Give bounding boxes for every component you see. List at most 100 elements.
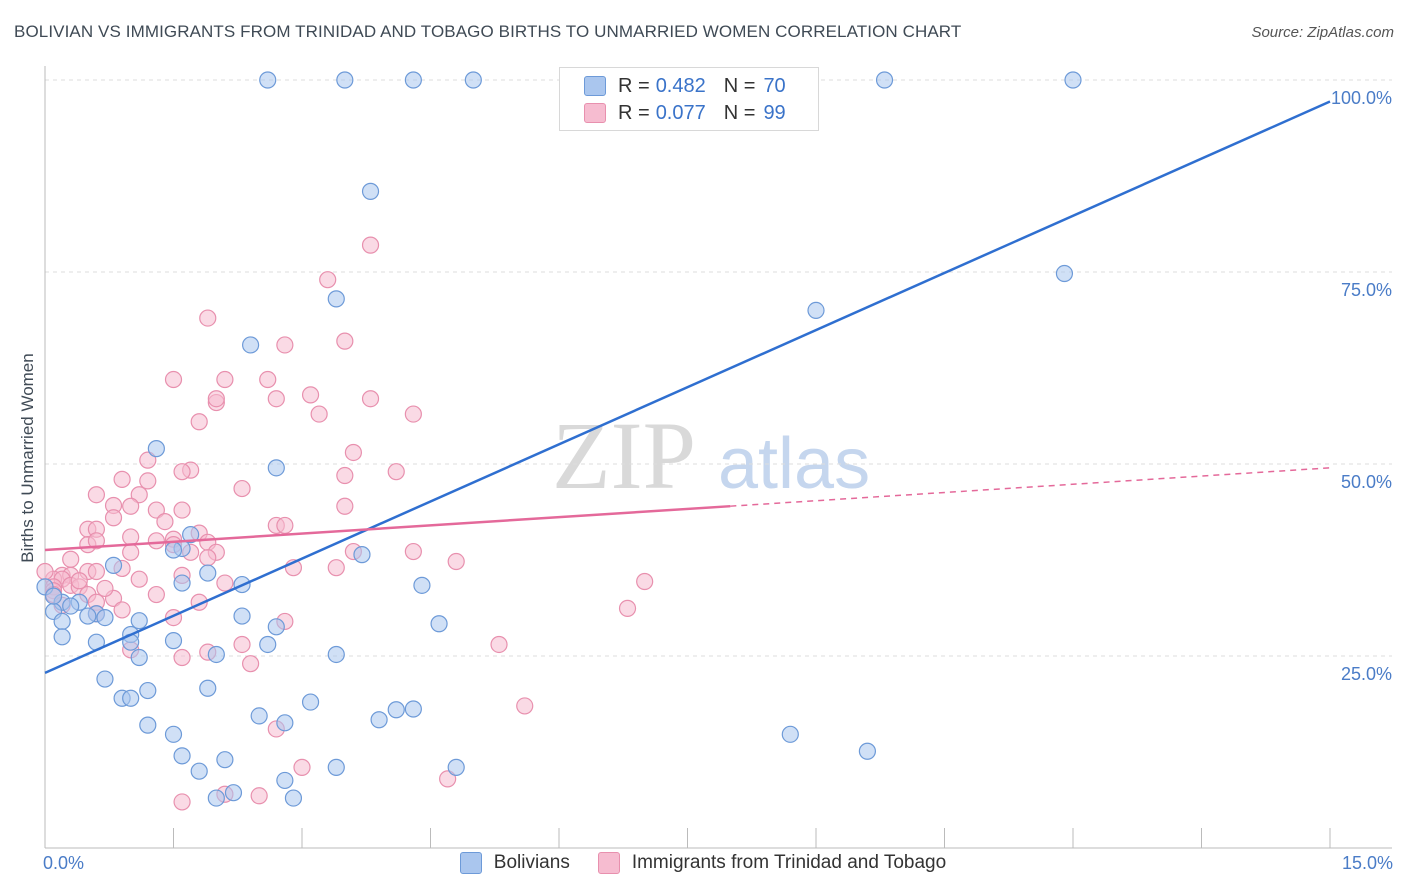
trinidad-point bbox=[327, 559, 345, 577]
bolivian-point bbox=[430, 615, 448, 633]
bolivian-point bbox=[413, 576, 431, 594]
bolivian-point bbox=[250, 707, 268, 725]
trinidad-point bbox=[276, 516, 294, 535]
tick-labels: 25.0% 50.0% 75.0% 100.0% 0.0% 15.0% bbox=[43, 88, 1393, 873]
legend-swatch-blue bbox=[584, 76, 606, 96]
legend-item-trinidad: Immigrants from Trinidad and Tobago bbox=[597, 852, 947, 874]
trinidad-point bbox=[190, 413, 208, 431]
legend-item-bolivians: Bolivians bbox=[459, 852, 570, 874]
trinidad-point bbox=[207, 390, 225, 408]
bolivian-point bbox=[353, 546, 371, 564]
trinidad-point bbox=[87, 532, 106, 550]
bolivian-point bbox=[336, 71, 354, 89]
bolivian-point bbox=[207, 645, 225, 664]
bolivian-point bbox=[199, 564, 217, 582]
trinidad-point bbox=[113, 601, 131, 619]
bolivian-point bbox=[44, 587, 63, 605]
bolivian-point bbox=[164, 541, 183, 559]
trinidad-point bbox=[199, 309, 217, 327]
trinidad-point bbox=[636, 572, 654, 591]
trinidad-point bbox=[216, 574, 234, 592]
trinidad-point bbox=[104, 509, 123, 527]
trinidad-point bbox=[164, 370, 183, 389]
bolivian-point bbox=[199, 679, 217, 697]
trinidad-points bbox=[36, 236, 654, 811]
bolivian-point bbox=[207, 789, 225, 807]
trinidad-point bbox=[447, 552, 465, 571]
bolivian-point bbox=[53, 628, 71, 646]
bolivian-point bbox=[1055, 264, 1074, 283]
bolivian-point bbox=[858, 742, 877, 760]
bolivian-point bbox=[267, 459, 285, 477]
trinidad-point bbox=[336, 332, 354, 350]
bolivian-point bbox=[122, 689, 140, 707]
bolivian-point bbox=[464, 71, 482, 89]
trinidad-point bbox=[147, 501, 165, 519]
trinidad-point bbox=[439, 770, 457, 788]
trinidad-point bbox=[259, 370, 277, 389]
trinidad-point bbox=[361, 236, 380, 254]
trinidad-trend-extension bbox=[730, 467, 1331, 507]
bolivian-point bbox=[96, 670, 114, 688]
trinidad-point bbox=[404, 405, 422, 423]
trinidad-point bbox=[173, 648, 191, 667]
legend-n-value: 70 bbox=[763, 74, 786, 97]
trinidad-point bbox=[242, 655, 260, 673]
trinidad-point bbox=[122, 497, 140, 515]
bolivian-point bbox=[224, 784, 243, 802]
trinidad-point bbox=[173, 501, 191, 519]
trinidad-point bbox=[216, 370, 234, 389]
bolivian-point bbox=[781, 725, 799, 743]
legend-label-bolivians: Bolivians bbox=[493, 852, 570, 873]
trinidad-trend-line bbox=[44, 504, 731, 552]
trinidad-point bbox=[618, 599, 637, 617]
y-tick-label: 50.0% bbox=[1341, 472, 1392, 492]
bolivian-point bbox=[242, 336, 260, 354]
trinidad-point bbox=[276, 336, 294, 354]
trend-lines bbox=[44, 100, 1331, 675]
bolivian-point bbox=[164, 632, 183, 650]
bolivian-point bbox=[259, 635, 277, 654]
bolivian-trend-line bbox=[44, 100, 1331, 675]
bolivian-point bbox=[216, 751, 234, 769]
trinidad-point bbox=[96, 579, 114, 598]
trinidad-point bbox=[87, 562, 106, 581]
bolivian-point bbox=[404, 71, 422, 89]
bolivian-point bbox=[404, 700, 422, 718]
bolivian-point bbox=[139, 716, 157, 734]
y-tick-label: 25.0% bbox=[1341, 664, 1392, 684]
bolivian-point bbox=[147, 440, 165, 458]
trinidad-point bbox=[122, 543, 140, 561]
legend-label-trinidad: Immigrants from Trinidad and Tobago bbox=[631, 852, 947, 873]
trinidad-point bbox=[139, 451, 157, 469]
trinidad-point bbox=[319, 271, 337, 289]
legend-r-value: 0.077 bbox=[655, 101, 706, 124]
bolivian-point bbox=[276, 771, 294, 790]
trinidad-point bbox=[173, 463, 191, 481]
bolivian-point bbox=[130, 648, 148, 667]
trinidad-point bbox=[336, 466, 354, 485]
bolivian-point bbox=[139, 681, 157, 700]
bolivian-points bbox=[36, 71, 1082, 807]
trinidad-point bbox=[233, 479, 251, 498]
trinidad-point bbox=[113, 470, 131, 488]
bolivian-point bbox=[370, 711, 388, 729]
stats-legend: R = 0.482 N = 70 R = 0.077 N = 99 bbox=[559, 67, 819, 131]
bolivian-point bbox=[173, 574, 191, 592]
bolivian-point bbox=[327, 290, 345, 308]
bolivian-point bbox=[875, 71, 894, 89]
bolivian-point bbox=[62, 597, 80, 615]
bolivian-point bbox=[276, 714, 294, 732]
watermark: ZIP atlas bbox=[552, 402, 870, 509]
legend-swatch-pink bbox=[584, 103, 606, 123]
trinidad-point bbox=[293, 758, 311, 776]
trinidad-point bbox=[62, 550, 80, 568]
legend-swatch-pink bbox=[597, 852, 620, 874]
trinidad-point bbox=[36, 562, 54, 581]
x-tick-label: 0.0% bbox=[43, 853, 84, 873]
trinidad-point bbox=[173, 793, 191, 811]
source-label: Source: ZipAtlas.com bbox=[1251, 24, 1394, 41]
watermark-zip: ZIP bbox=[552, 402, 696, 509]
legend-r-label: R = bbox=[618, 74, 650, 97]
